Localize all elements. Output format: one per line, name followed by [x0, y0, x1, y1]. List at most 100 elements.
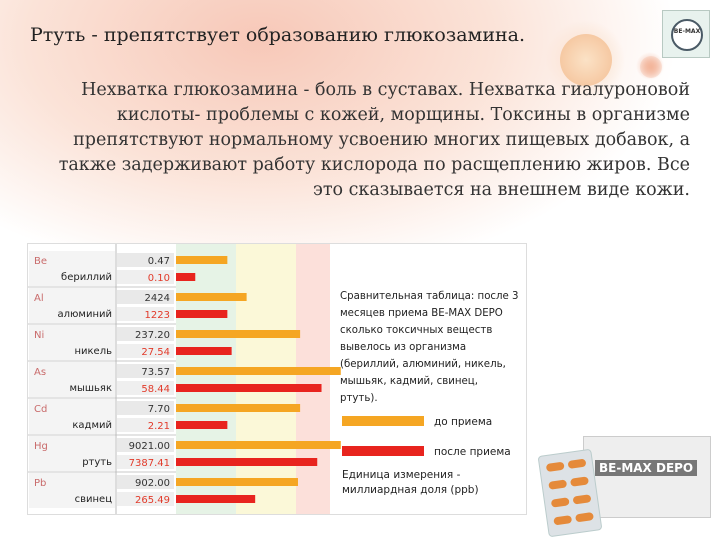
pill	[548, 479, 568, 490]
element-symbol: Be	[34, 256, 47, 267]
legend-title-line: (бериллий, алюминий, никель,	[340, 359, 506, 370]
value-cell	[117, 344, 174, 358]
value-cell	[117, 270, 174, 284]
bar-before	[176, 293, 247, 301]
value-cell	[117, 364, 174, 378]
data-label: 0.47	[148, 256, 170, 267]
data-label: 1223	[145, 310, 170, 321]
value-cell	[117, 253, 174, 267]
data-label: 265.49	[135, 495, 170, 506]
pill	[567, 458, 587, 469]
value-cell	[117, 401, 174, 415]
value-cell	[117, 475, 174, 489]
chart-zone-yellow	[236, 244, 296, 514]
product-label: BE-MAX DEPO	[595, 460, 698, 476]
brand-logo: BE-MAX	[662, 10, 710, 58]
legend-title: Сравнительная таблица: после 3 месяцев пр…	[340, 291, 519, 404]
slide-body-text: Нехватка глюкозамина - боль в суставах. …	[58, 80, 690, 200]
data-label: 237.20	[135, 330, 170, 341]
bar-after	[176, 421, 228, 429]
bar-after	[176, 310, 228, 318]
decor-bubble	[640, 56, 662, 78]
category-cell	[29, 399, 115, 434]
bar-before	[176, 330, 301, 338]
value-cell	[117, 455, 174, 469]
element-name: никель	[74, 346, 112, 357]
category-cell	[29, 325, 115, 360]
value-cell	[117, 290, 174, 304]
legend-title-line: вывелось из организма	[340, 342, 466, 353]
chart-zone-pink	[296, 244, 330, 514]
slide-title: Ртуть - препятствует образованию глюкоза…	[30, 24, 526, 46]
bar-after	[176, 273, 196, 281]
unit-note-line: Единица измерения -	[342, 469, 461, 481]
value-cell	[117, 418, 174, 432]
element-symbol: As	[34, 367, 46, 378]
legend-label: после приема	[434, 446, 511, 458]
bar-after	[176, 384, 322, 392]
data-label: 58.44	[141, 384, 170, 395]
element-name: алюминий	[57, 309, 112, 320]
pill-blister	[537, 448, 603, 538]
category-cell	[29, 362, 115, 397]
bar-after	[176, 458, 318, 466]
value-cell	[117, 327, 174, 341]
data-label: 73.57	[141, 367, 170, 378]
bar-before	[176, 367, 341, 375]
data-label: 9021.00	[129, 441, 170, 452]
data-label: 2424	[145, 293, 170, 304]
legend-swatch	[342, 416, 424, 426]
pill	[553, 515, 573, 526]
data-label: 0.10	[148, 273, 170, 284]
element-symbol: Ni	[34, 330, 44, 341]
element-name: кадмий	[72, 420, 112, 431]
bar-before	[176, 441, 341, 449]
value-cell	[117, 381, 174, 395]
pill	[545, 461, 565, 473]
decor-bubble	[560, 34, 612, 86]
pill	[575, 512, 594, 523]
data-label: 2.21	[148, 421, 170, 432]
element-name: ртуть	[82, 457, 112, 468]
logo-emblem	[671, 19, 703, 51]
element-name: мышьяк	[69, 383, 112, 394]
value-cell	[117, 438, 174, 452]
bar-before	[176, 478, 298, 486]
bar-before	[176, 256, 228, 264]
element-symbol: Al	[34, 293, 44, 304]
legend-title-line: мышьяк, кадмий, свинец,	[340, 376, 478, 387]
category-cell	[29, 288, 115, 323]
toxin-chart-panel: Be бериллий 0.47 0.10 Al алюминий 2424 1223 Ni ни…	[27, 243, 527, 515]
legend-title-line: Сравнительная таблица: после 3	[340, 291, 519, 302]
element-symbol: Pb	[34, 478, 46, 489]
legend-title-line: ртуть).	[340, 393, 378, 404]
legend-title-line: сколько токсичных веществ	[340, 325, 492, 336]
element-symbol: Cd	[34, 404, 47, 415]
chart-zone-green	[176, 244, 236, 514]
pill	[550, 497, 570, 508]
category-cell	[29, 251, 115, 286]
value-cell	[117, 492, 174, 506]
category-cell	[29, 473, 115, 508]
legend-swatch	[342, 446, 424, 456]
pill	[572, 494, 592, 505]
data-label: 902.00	[135, 478, 170, 489]
logo-text: BE-MAX	[673, 28, 701, 35]
data-label: 27.54	[141, 347, 170, 358]
value-cell	[117, 307, 174, 321]
data-label: 7.70	[148, 404, 170, 415]
product-box	[583, 436, 711, 518]
unit-note-line: миллиардная доля (ppb)	[342, 484, 479, 496]
unit-note: Единица измерения - миллиардная доля (ppb…	[342, 469, 479, 496]
category-cell	[29, 436, 115, 471]
element-symbol: Hg	[34, 441, 48, 452]
legend-title-line: месяцев приема BE-MAX DEPO	[340, 308, 503, 319]
product-image: BE-MAX DEPO	[537, 430, 713, 538]
pill	[570, 476, 589, 487]
element-name: бериллий	[61, 272, 112, 283]
bar-before	[176, 404, 301, 412]
element-name: свинец	[75, 494, 113, 505]
data-label: 7387.41	[129, 458, 170, 469]
legend-label: до приема	[434, 416, 492, 428]
bar-after	[176, 347, 232, 355]
